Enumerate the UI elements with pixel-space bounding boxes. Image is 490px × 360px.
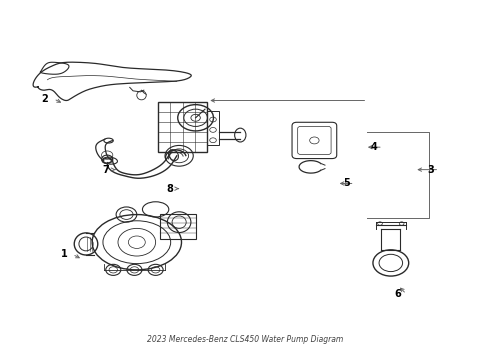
Text: 6: 6 — [394, 289, 401, 299]
Bar — [158, 102, 207, 152]
Bar — [160, 214, 196, 239]
Text: 2023 Mercedes-Benz CLS450 Water Pump Diagram: 2023 Mercedes-Benz CLS450 Water Pump Dia… — [147, 335, 343, 344]
Bar — [207, 111, 219, 145]
Text: 3: 3 — [427, 165, 434, 175]
Text: 2: 2 — [42, 94, 49, 104]
Text: 7: 7 — [103, 165, 110, 175]
Text: 8: 8 — [166, 184, 173, 194]
Text: 5: 5 — [343, 179, 349, 188]
Text: 1: 1 — [61, 249, 67, 259]
Text: 4: 4 — [371, 142, 378, 152]
